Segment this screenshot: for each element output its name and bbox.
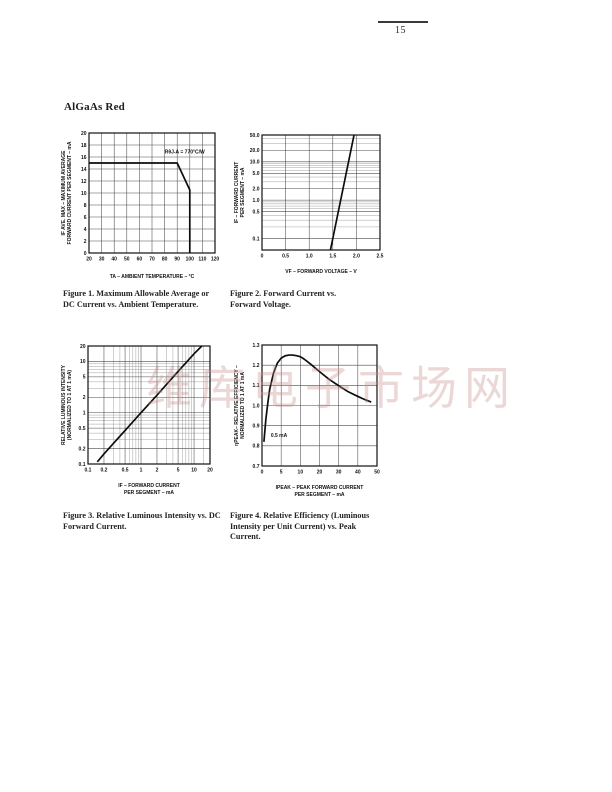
svg-text:0.5 mA: 0.5 mA (271, 433, 288, 439)
figure-1-chart: 20 30 40 50 60 70 80 90 100 110 120 0 2 4 6 8 10 12 14 16 18… (58, 126, 233, 294)
svg-text:1.0: 1.0 (253, 198, 260, 204)
svg-text:0: 0 (261, 254, 264, 260)
svg-text:0.2: 0.2 (100, 468, 107, 474)
svg-text:1.5: 1.5 (329, 254, 336, 260)
svg-text:IF AVE. MAX – MAXIMUM AVERAGE: IF AVE. MAX – MAXIMUM AVERAGE (61, 150, 67, 236)
svg-text:14: 14 (81, 167, 87, 173)
svg-text:2: 2 (83, 395, 86, 401)
svg-text:20.0: 20.0 (250, 148, 260, 154)
svg-text:0: 0 (84, 251, 87, 257)
svg-text:TA – AMBIENT TEMPERATURE – °C: TA – AMBIENT TEMPERATURE – °C (110, 274, 195, 280)
figure-2-chart: 0 0.5 1.0 1.5 2.0 2.5 50.0 20.0 10.0 5.0 2.0 1.0 0.5… (230, 126, 395, 294)
svg-text:20: 20 (207, 468, 213, 474)
svg-text:40: 40 (111, 257, 117, 263)
svg-text:10: 10 (80, 359, 86, 365)
svg-text:1: 1 (140, 468, 143, 474)
svg-text:6: 6 (84, 215, 87, 221)
svg-text:IPEAK – PEAK FORWARD CURRENT: IPEAK – PEAK FORWARD CURRENT (276, 485, 364, 491)
svg-text:RθJ-A = 770°C/W: RθJ-A = 770°C/W (165, 149, 205, 155)
svg-text:2: 2 (84, 239, 87, 245)
svg-text:2.0: 2.0 (353, 254, 360, 260)
svg-text:10.0: 10.0 (250, 160, 260, 166)
svg-text:NORMALIZED TO 1 AT 1 mA: NORMALIZED TO 1 AT 1 mA (240, 372, 246, 439)
svg-text:8: 8 (84, 203, 87, 209)
svg-text:30: 30 (336, 470, 342, 476)
figure-3-chart: 0.1 0.2 0.5 1 2 5 10 20 20 10 5 2 1 0.5 0.2 0.1 IF – FOR… (58, 336, 233, 508)
svg-text:70: 70 (149, 257, 155, 263)
svg-text:10: 10 (191, 468, 197, 474)
svg-text:0.9: 0.9 (253, 423, 260, 429)
svg-text:0.2: 0.2 (79, 446, 86, 452)
svg-text:5.0: 5.0 (253, 171, 260, 177)
svg-text:5: 5 (280, 470, 283, 476)
figure-4-chart: 0 5 10 20 30 40 50 0.7 0.8 0.9 1.0 1.1 1.2 1.3 IPEAK –… (230, 336, 398, 508)
svg-text:2: 2 (156, 468, 159, 474)
svg-text:20: 20 (86, 257, 92, 263)
svg-text:100: 100 (186, 257, 195, 263)
figure-4-caption: Figure 4. Relative Efficiency (Luminous … (230, 511, 370, 542)
svg-text:0.1: 0.1 (85, 468, 92, 474)
svg-text:0: 0 (261, 470, 264, 476)
svg-text:1.1: 1.1 (253, 383, 260, 389)
figure-2-caption: Figure 2. Forward Current vs. Forward Vo… (230, 289, 337, 309)
svg-text:0.5: 0.5 (79, 426, 86, 432)
svg-text:5: 5 (83, 375, 86, 381)
section-heading: AlGaAs Red (64, 101, 125, 113)
svg-text:0.1: 0.1 (79, 462, 86, 468)
svg-text:80: 80 (162, 257, 168, 263)
svg-text:40: 40 (355, 470, 361, 476)
svg-text:2.0: 2.0 (253, 186, 260, 192)
svg-text:1.3: 1.3 (253, 343, 260, 349)
svg-text:10: 10 (298, 470, 304, 476)
svg-text:ηPEAK– RELATIVE EFFICIENCY –: ηPEAK– RELATIVE EFFICIENCY – (234, 365, 240, 446)
svg-text:110: 110 (198, 257, 206, 263)
svg-text:0.5: 0.5 (253, 209, 260, 215)
svg-text:1: 1 (83, 411, 86, 417)
figure-3-plot: 0.1 0.2 0.5 1 2 5 10 20 20 10 5 2 1 0.5 0.2 0.1 IF – FOR… (61, 344, 213, 496)
svg-text:18: 18 (81, 143, 87, 149)
svg-text:50: 50 (374, 470, 380, 476)
svg-text:50: 50 (124, 257, 130, 263)
svg-text:0.7: 0.7 (253, 464, 260, 470)
svg-text:IF – FORWARD CURRENT: IF – FORWARD CURRENT (234, 162, 240, 224)
svg-text:PER SEGMENT – mA: PER SEGMENT – mA (294, 492, 344, 498)
svg-text:5: 5 (177, 468, 180, 474)
page-number: 15 (395, 25, 406, 36)
svg-text:2.5: 2.5 (377, 254, 384, 260)
svg-text:4: 4 (84, 227, 87, 233)
svg-text:60: 60 (137, 257, 143, 263)
figure-1-caption: Figure 1. Maximum Allowable Average or D… (63, 289, 209, 309)
svg-text:16: 16 (81, 155, 87, 161)
svg-text:VF – FORWARD VOLTAGE – V: VF – FORWARD VOLTAGE – V (285, 269, 357, 275)
svg-text:20: 20 (317, 470, 323, 476)
svg-text:RELATIVE LUMINOUS INTENSITY: RELATIVE LUMINOUS INTENSITY (61, 364, 67, 445)
svg-text:20: 20 (80, 344, 86, 350)
figure-3-caption: Figure 3. Relative Luminous Intensity vs… (63, 511, 221, 531)
svg-text:0.8: 0.8 (253, 444, 260, 450)
svg-text:FORWARD CURRENT PER SEGMENT –: FORWARD CURRENT PER SEGMENT – mA (67, 141, 73, 244)
svg-text:PER SEGMENT – mA: PER SEGMENT – mA (240, 167, 246, 217)
figure-2-plot: 0 0.5 1.0 1.5 2.0 2.5 50.0 20.0 10.0 5.0 2.0 1.0 0.5… (234, 133, 384, 275)
svg-text:0.5: 0.5 (282, 254, 289, 260)
svg-text:20: 20 (81, 131, 87, 137)
page-number-rule (378, 21, 428, 23)
svg-text:0.5: 0.5 (122, 468, 129, 474)
svg-text:0.1: 0.1 (253, 236, 260, 242)
svg-text:PER SEGMENT – mA: PER SEGMENT – mA (124, 490, 174, 496)
svg-text:10: 10 (81, 191, 87, 197)
svg-text:12: 12 (81, 179, 87, 185)
svg-text:30: 30 (99, 257, 105, 263)
svg-text:(NORMALIZED TO 1 AT 1 mA): (NORMALIZED TO 1 AT 1 mA) (67, 370, 73, 441)
svg-text:120: 120 (211, 257, 220, 263)
svg-text:IF – FORWARD CURRENT: IF – FORWARD CURRENT (118, 483, 180, 489)
svg-text:1.0: 1.0 (253, 403, 260, 409)
svg-text:50.0: 50.0 (250, 133, 260, 139)
svg-text:1.2: 1.2 (253, 363, 260, 369)
svg-text:90: 90 (174, 257, 180, 263)
svg-text:1.0: 1.0 (306, 254, 313, 260)
figure-4-plot: 0 5 10 20 30 40 50 0.7 0.8 0.9 1.0 1.1 1.2 1.3 IPEAK –… (234, 343, 380, 498)
figure-1-plot: 20 30 40 50 60 70 80 90 100 110 120 0 2 4 6 8 10 12 14 16 18… (61, 131, 220, 280)
